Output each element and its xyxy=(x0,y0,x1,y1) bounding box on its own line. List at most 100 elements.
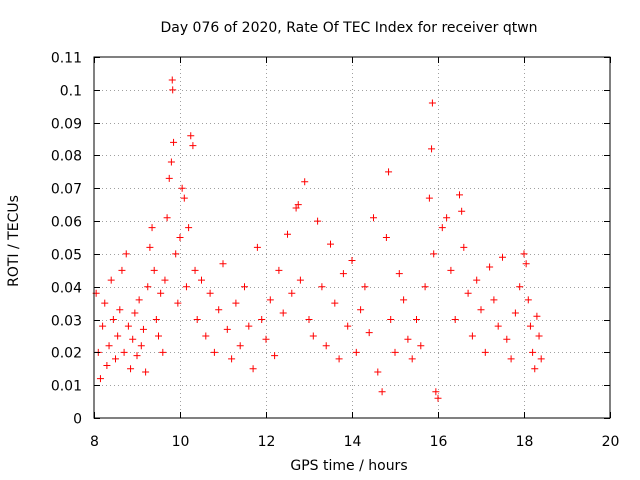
data-point xyxy=(180,194,188,202)
data-point xyxy=(499,253,506,261)
data-point xyxy=(404,335,412,343)
y-tick-label: 0.08 xyxy=(51,149,82,165)
data-point xyxy=(503,335,511,343)
data-point xyxy=(365,329,373,337)
y-tick-label: 0.07 xyxy=(51,182,82,198)
data-point xyxy=(118,266,126,274)
data-point xyxy=(408,355,416,363)
data-point xyxy=(142,368,150,376)
data-point xyxy=(107,276,115,284)
data-point xyxy=(447,266,455,274)
x-tick-label: 12 xyxy=(258,434,276,450)
data-point xyxy=(167,158,175,166)
y-tick-label: 0.05 xyxy=(51,248,82,264)
data-point xyxy=(309,332,317,340)
data-point xyxy=(168,76,176,84)
data-point xyxy=(232,299,240,307)
data-point xyxy=(529,348,537,356)
data-point xyxy=(344,322,352,330)
data-point xyxy=(395,270,403,278)
data-point xyxy=(357,306,365,314)
data-point xyxy=(464,289,472,297)
data-point xyxy=(417,342,425,350)
data-point xyxy=(438,224,446,232)
data-point xyxy=(271,352,279,360)
data-point xyxy=(348,256,356,264)
data-point xyxy=(520,250,528,258)
chart-title: Day 076 of 2020, Rate Of TEC Index for r… xyxy=(160,20,537,36)
data-point xyxy=(198,276,205,284)
data-point xyxy=(236,342,244,350)
data-point xyxy=(144,283,152,291)
data-point xyxy=(430,250,438,258)
data-point xyxy=(135,296,143,304)
data-point xyxy=(223,325,231,333)
data-point xyxy=(432,388,440,396)
data-point xyxy=(421,283,429,291)
data-point xyxy=(322,342,330,350)
data-point xyxy=(374,368,382,376)
data-point xyxy=(524,296,532,304)
data-point xyxy=(172,250,180,258)
data-point xyxy=(129,335,137,343)
data-point xyxy=(133,352,141,360)
data-point xyxy=(458,207,466,215)
x-tick-label: 14 xyxy=(344,434,362,450)
data-point xyxy=(245,322,253,330)
data-point xyxy=(161,276,169,284)
x-tick-label: 8 xyxy=(90,434,99,450)
data-point xyxy=(370,214,377,222)
data-point xyxy=(434,394,442,402)
data-point xyxy=(189,142,197,150)
y-tick-label: 0.02 xyxy=(51,346,82,362)
data-point xyxy=(228,355,236,363)
data-point xyxy=(105,342,113,350)
data-point xyxy=(185,224,193,232)
data-point xyxy=(284,230,291,238)
data-point xyxy=(451,316,459,324)
x-axis-label: GPS time / hours xyxy=(290,458,407,474)
data-point xyxy=(378,388,386,396)
data-point xyxy=(116,306,124,314)
data-point xyxy=(174,299,182,307)
data-point xyxy=(352,348,360,356)
data-point xyxy=(490,296,498,304)
data-point xyxy=(331,299,339,307)
data-point xyxy=(387,316,395,324)
data-point xyxy=(339,270,347,278)
data-point xyxy=(124,322,132,330)
data-point xyxy=(288,289,296,297)
y-tick-label: 0 xyxy=(73,412,82,428)
data-point xyxy=(187,132,195,140)
data-point xyxy=(535,332,543,340)
data-point xyxy=(165,174,173,182)
x-tick-label: 20 xyxy=(602,434,620,450)
data-point xyxy=(537,355,545,363)
data-point xyxy=(148,224,156,232)
data-point xyxy=(507,355,515,363)
data-point xyxy=(152,316,160,324)
data-point xyxy=(477,306,485,314)
data-point xyxy=(428,99,436,107)
data-point xyxy=(382,234,390,241)
data-point xyxy=(335,355,343,363)
data-point xyxy=(258,316,266,324)
data-point xyxy=(127,365,135,373)
data-point xyxy=(206,289,214,297)
data-point xyxy=(103,361,111,369)
y-tick-label: 0.04 xyxy=(51,281,82,297)
data-point xyxy=(486,263,494,271)
data-point xyxy=(385,168,393,176)
data-point xyxy=(305,316,313,324)
y-tick-label: 0.09 xyxy=(51,117,82,133)
data-point xyxy=(169,86,177,94)
data-point xyxy=(150,266,158,274)
x-tick-label: 10 xyxy=(172,434,190,450)
data-point xyxy=(318,283,326,291)
data-point xyxy=(139,325,147,333)
y-tick-label: 0.06 xyxy=(51,215,82,231)
data-point xyxy=(428,145,436,153)
data-points xyxy=(92,76,545,402)
data-point xyxy=(131,309,139,317)
